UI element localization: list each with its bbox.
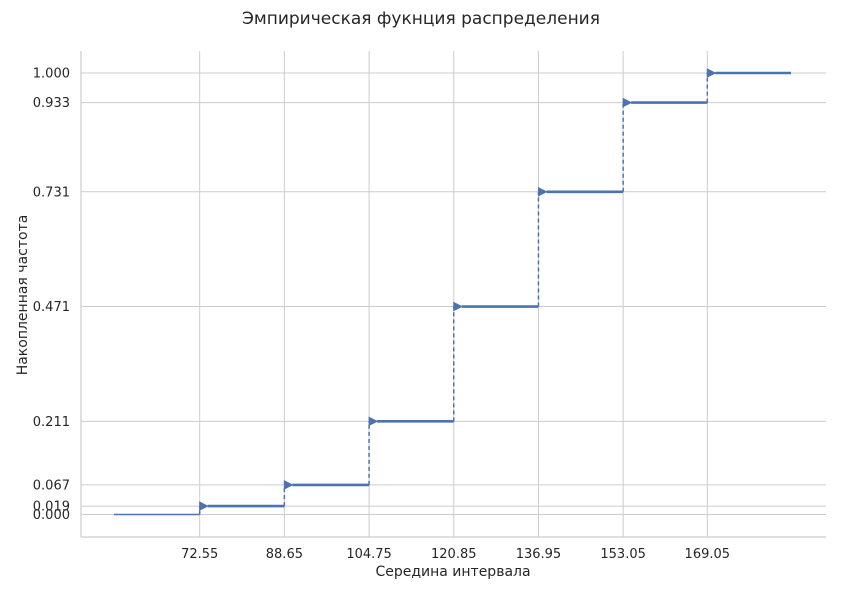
x-tick-label: 120.85	[431, 547, 477, 562]
axes	[80, 51, 826, 538]
data-series	[114, 73, 791, 516]
y-tick-label: 0.019	[33, 500, 70, 515]
y-tick-label: 1.000	[33, 67, 70, 82]
y-tick-label: 0.731	[33, 185, 70, 200]
x-tick-label: 72.55	[181, 547, 218, 562]
y-tick-label: 0.933	[33, 96, 70, 111]
x-tick-label: 104.75	[346, 547, 392, 562]
x-tick-label: 169.05	[685, 547, 731, 562]
y-tick-label: 0.067	[33, 478, 70, 493]
y-tick-label: 0.211	[33, 415, 70, 430]
x-tick-label: 153.05	[600, 547, 646, 562]
x-tick-label: 136.95	[516, 547, 562, 562]
tick-labels: 72.55 88.65 104.75 120.85 136.95 153.05 169.05…	[33, 67, 730, 563]
y-axis-label: Накопленная частота	[15, 215, 31, 376]
chart-title: Эмпирическая фукнция распределения	[242, 9, 600, 29]
x-tick-label: 88.65	[266, 547, 303, 562]
y-tick-label: 0.471	[33, 300, 70, 315]
y-tick-label: 0.000	[33, 508, 70, 523]
grid	[81, 51, 826, 537]
x-axis-label: Середина интервала	[375, 564, 530, 580]
